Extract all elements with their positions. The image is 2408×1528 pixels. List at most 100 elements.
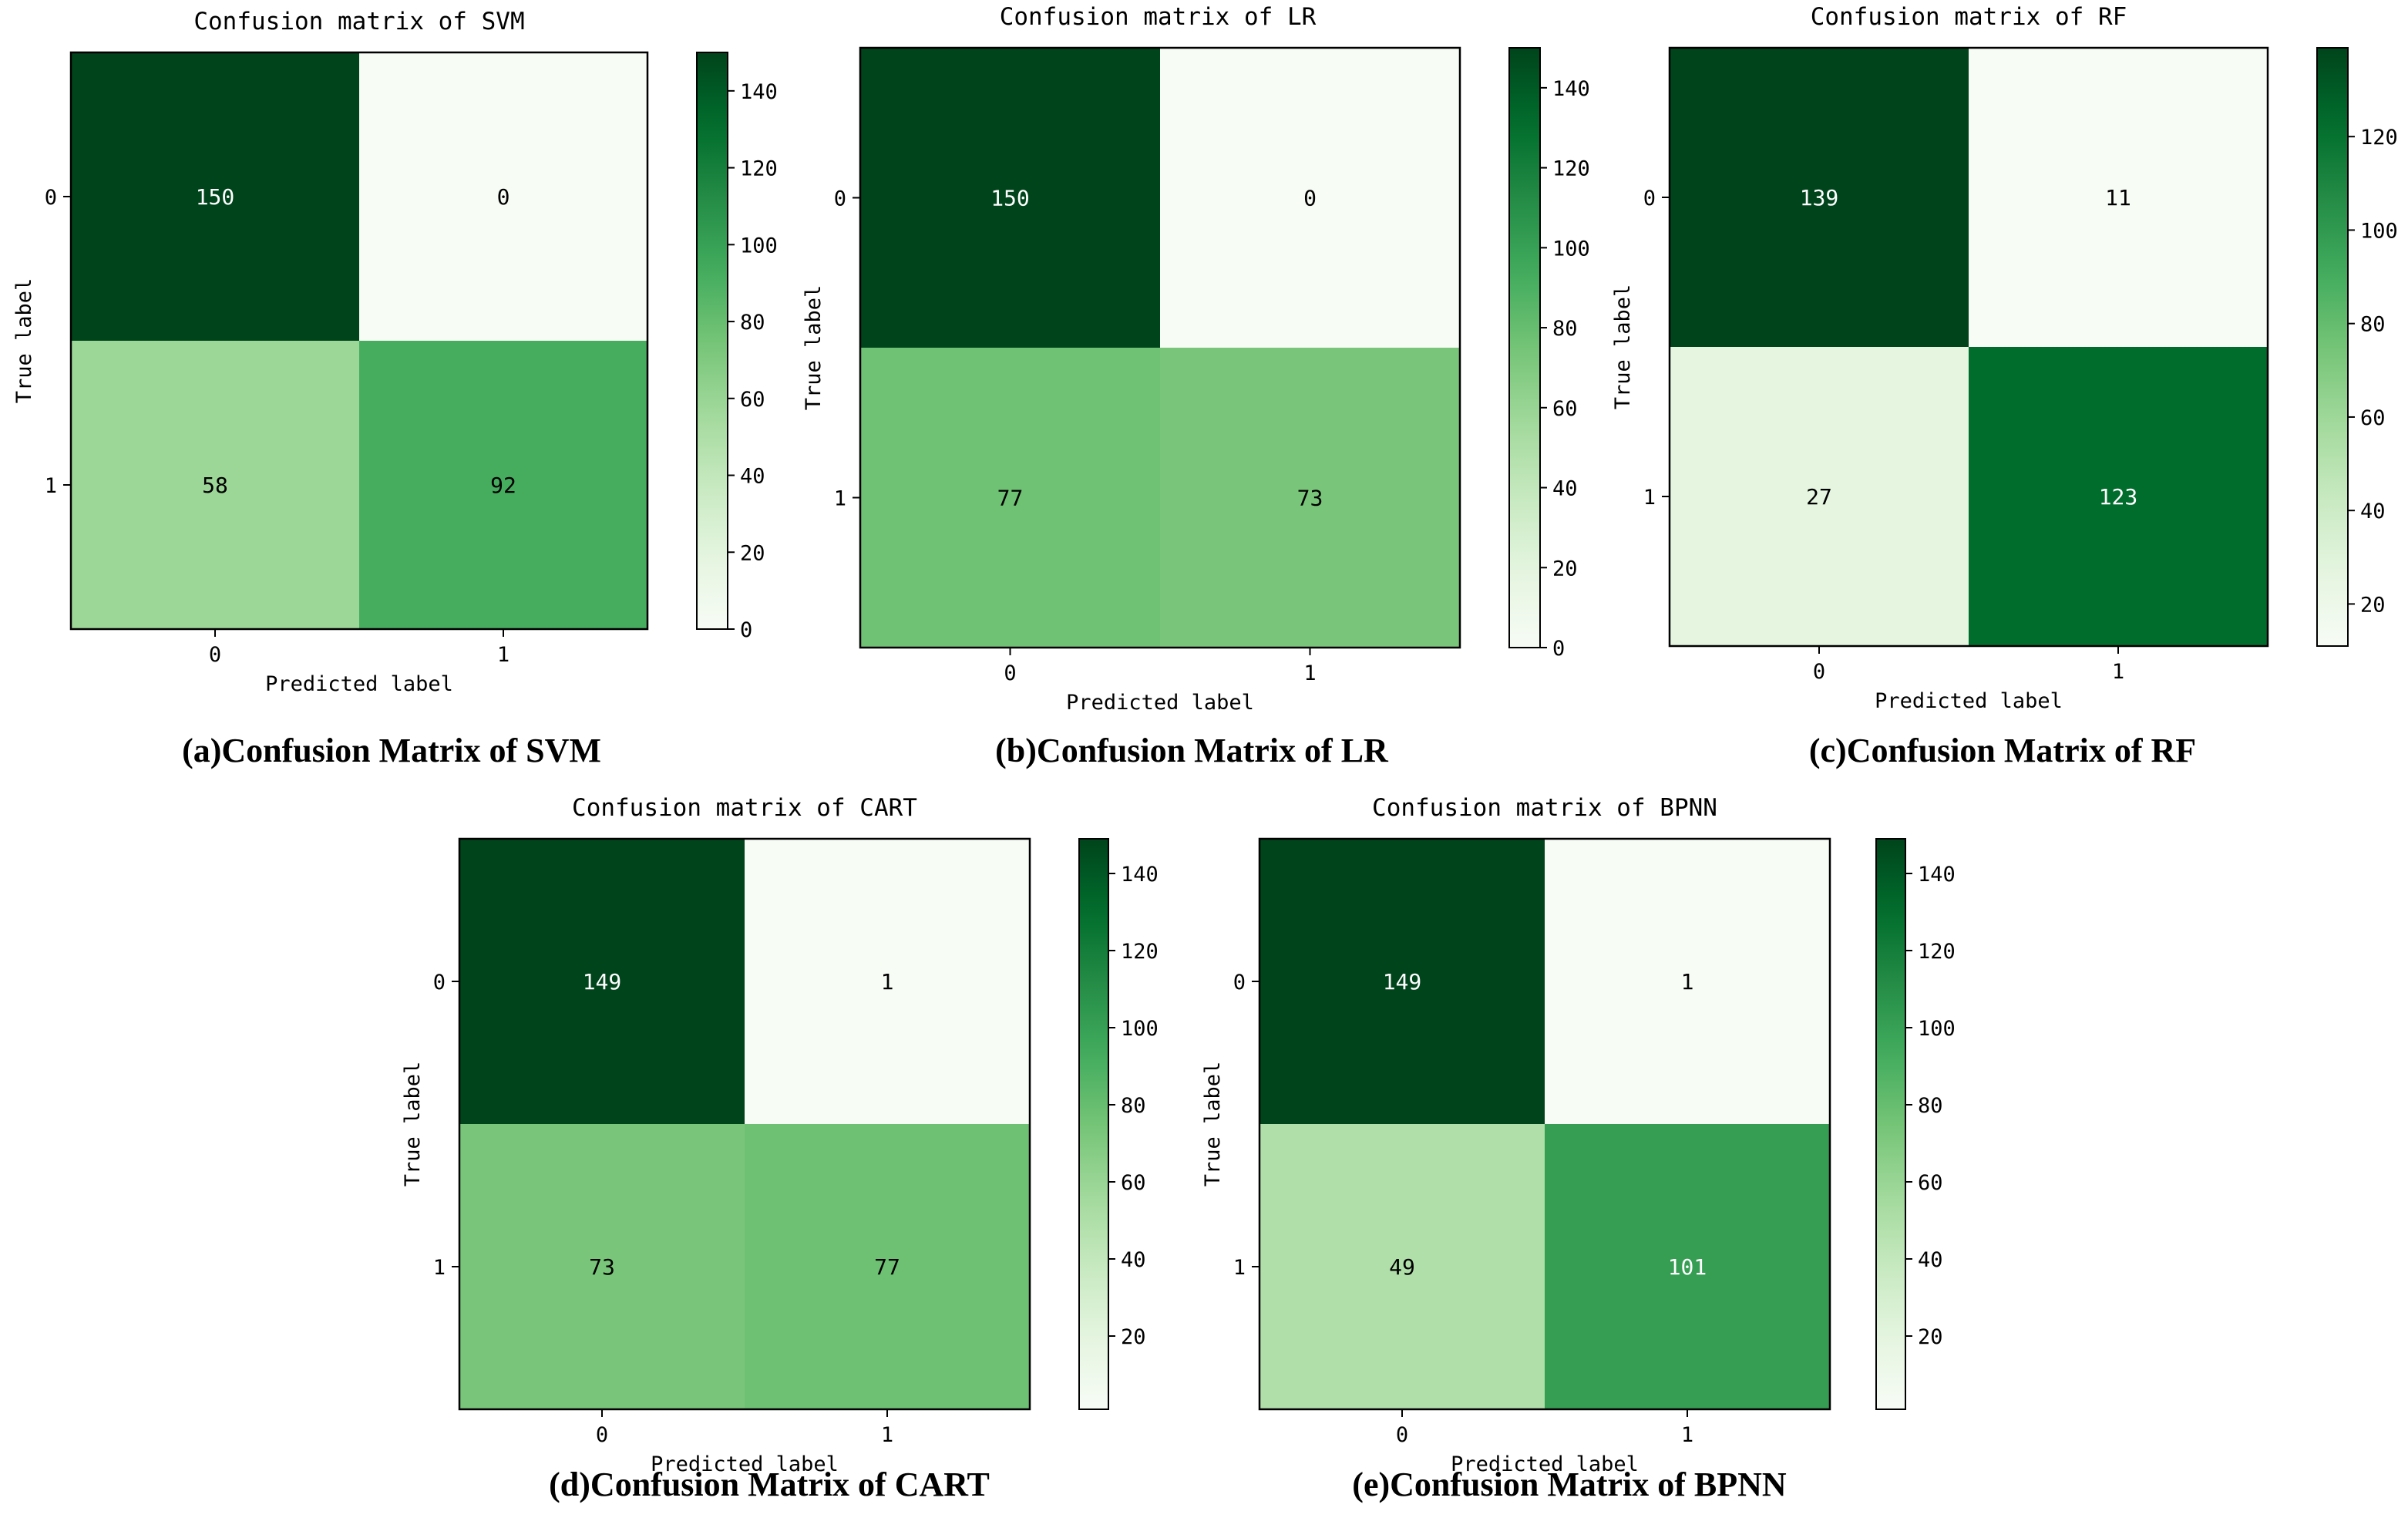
colorbar-tick-label: 20 bbox=[2360, 593, 2386, 617]
colorbar-tick-label: 120 bbox=[2360, 126, 2398, 150]
x-tick-label: 0 bbox=[1004, 661, 1016, 685]
colorbar-tick-label: 40 bbox=[2360, 500, 2386, 523]
matrix-cell bbox=[1545, 839, 1830, 1124]
matrix-cell bbox=[1969, 48, 2268, 347]
colorbar-tick-label: 100 bbox=[1552, 237, 1590, 261]
x-tick-label: 0 bbox=[1396, 1423, 1408, 1447]
colorbar-tick-label: 40 bbox=[1121, 1248, 1146, 1272]
confusion-matrix-panel: Confusion matrix of RF 139 11 27 123 0 1 0 1 Pred… bbox=[1611, 3, 2398, 713]
colorbar-tick-label: 120 bbox=[1552, 157, 1590, 181]
chart-title: Confusion matrix of LR bbox=[1000, 3, 1317, 31]
cell-value-label: 149 bbox=[583, 969, 622, 995]
colorbar-tick-label: 0 bbox=[740, 618, 752, 642]
colorbar-tick-label: 100 bbox=[2360, 219, 2398, 243]
cell-value-label: 77 bbox=[997, 486, 1024, 511]
colorbar-tick-label: 20 bbox=[1552, 557, 1578, 581]
cell-value-label: 73 bbox=[1297, 486, 1323, 511]
colorbar-tick-label: 100 bbox=[1918, 1017, 1956, 1041]
cell-value-label: 150 bbox=[990, 186, 1030, 211]
colorbar-tick-label: 80 bbox=[2360, 313, 2386, 337]
matrix-cell bbox=[1969, 347, 2268, 646]
x-tick-label: 0 bbox=[596, 1423, 608, 1447]
matrix-cell bbox=[1545, 1124, 1830, 1409]
colorbar-tick-label: 20 bbox=[740, 541, 765, 565]
y-tick-label: 1 bbox=[834, 487, 846, 511]
colorbar-tick-label: 140 bbox=[1552, 77, 1590, 101]
matrix-cell bbox=[359, 341, 647, 629]
cell-value-label: 0 bbox=[497, 184, 510, 210]
matrix-cell bbox=[1670, 347, 1969, 646]
colorbar-tick-label: 0 bbox=[1552, 637, 1565, 661]
cell-value-label: 123 bbox=[2099, 484, 2138, 510]
colorbar-tick-label: 60 bbox=[740, 388, 765, 412]
y-axis-label: True label bbox=[802, 285, 826, 411]
y-tick-label: 1 bbox=[1233, 1256, 1246, 1280]
matrix-cell bbox=[745, 839, 1030, 1124]
matrix-cell bbox=[459, 1124, 745, 1409]
matrix-cell bbox=[71, 341, 359, 629]
matrix-cell bbox=[71, 52, 359, 341]
colorbar-tick-label: 40 bbox=[1918, 1248, 1943, 1272]
x-axis-label: Predicted label bbox=[1066, 691, 1254, 715]
x-tick-label: 1 bbox=[497, 643, 510, 667]
y-tick-label: 0 bbox=[1643, 187, 1656, 210]
colorbar-tick-label: 100 bbox=[740, 234, 778, 257]
colorbar-tick-label: 60 bbox=[1552, 397, 1578, 421]
matrix-cell bbox=[1259, 839, 1545, 1124]
colorbar-tick-label: 80 bbox=[1121, 1094, 1146, 1118]
cell-value-label: 92 bbox=[490, 473, 516, 498]
colorbar bbox=[2316, 47, 2349, 647]
y-tick-label: 1 bbox=[433, 1256, 446, 1280]
y-axis-label: True label bbox=[1611, 284, 1635, 410]
colorbar-tick-label: 40 bbox=[740, 465, 765, 489]
cell-value-label: 139 bbox=[1800, 185, 1839, 210]
x-tick-label: 1 bbox=[1681, 1423, 1693, 1447]
cell-value-label: 58 bbox=[202, 473, 228, 498]
colorbar-tick-label: 100 bbox=[1121, 1017, 1159, 1041]
cell-value-label: 1 bbox=[881, 969, 894, 995]
chart-title: Confusion matrix of SVM bbox=[193, 8, 524, 35]
matrix-frame bbox=[458, 837, 1031, 1411]
colorbar bbox=[1078, 838, 1109, 1410]
cell-value-label: 1 bbox=[1681, 969, 1694, 995]
colorbar-tick-label: 140 bbox=[740, 80, 778, 104]
colorbar-tick-label: 40 bbox=[1552, 477, 1578, 501]
cell-value-label: 0 bbox=[1303, 186, 1317, 211]
colorbar-tick-label: 80 bbox=[1552, 317, 1578, 341]
cell-value-label: 11 bbox=[2105, 185, 2131, 210]
x-axis-label: Predicted label bbox=[1451, 1452, 1639, 1476]
matrix-cell bbox=[745, 1124, 1030, 1409]
confusion-matrix-panel: Confusion matrix of SVM 150 0 58 92 0 1 0 1 Predi… bbox=[12, 8, 778, 696]
colorbar-tick-label: 140 bbox=[1918, 863, 1956, 887]
colorbar-tick-label: 60 bbox=[2360, 406, 2386, 430]
matrix-frame bbox=[69, 51, 649, 631]
x-axis-label: Predicted label bbox=[651, 1452, 839, 1476]
cell-value-label: 77 bbox=[874, 1254, 900, 1280]
cell-value-label: 150 bbox=[196, 184, 235, 210]
matrix-cell bbox=[1160, 348, 1460, 648]
x-axis-label: Predicted label bbox=[1875, 689, 2063, 713]
panel-caption: (c)Confusion Matrix of RF bbox=[1808, 732, 2197, 769]
panel-caption: (b)Confusion Matrix of LR bbox=[995, 732, 1388, 769]
y-axis-label: True label bbox=[1201, 1062, 1225, 1187]
cell-value-label: 149 bbox=[1383, 969, 1422, 995]
chart-title: Confusion matrix of RF bbox=[1811, 3, 2127, 31]
y-tick-label: 1 bbox=[1643, 486, 1656, 510]
matrix-cell bbox=[1259, 1124, 1545, 1409]
colorbar bbox=[696, 52, 728, 630]
matrix-cell bbox=[1160, 48, 1460, 348]
colorbar-tick-label: 120 bbox=[1121, 940, 1159, 964]
matrix-cell bbox=[860, 348, 1160, 648]
matrix-cell bbox=[359, 52, 647, 341]
y-tick-label: 0 bbox=[834, 187, 846, 211]
cell-value-label: 27 bbox=[1806, 484, 1832, 510]
panel-caption: (d)Confusion Matrix of CART bbox=[549, 1466, 990, 1503]
colorbar-tick-label: 120 bbox=[1918, 940, 1956, 964]
colorbar-tick-label: 20 bbox=[1121, 1325, 1146, 1349]
colorbar-tick-label: 20 bbox=[1918, 1325, 1943, 1349]
y-tick-label: 1 bbox=[45, 474, 57, 498]
matrix-cell bbox=[459, 839, 745, 1124]
matrix-frame bbox=[859, 46, 1461, 649]
